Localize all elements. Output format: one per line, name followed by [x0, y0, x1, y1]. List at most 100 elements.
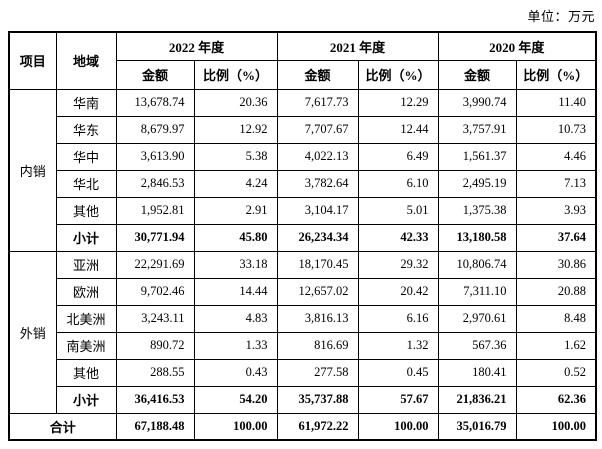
amount-cell: 22,291.69	[115, 250, 195, 279]
ratio-cell: 4.24	[193, 169, 278, 198]
header-amount-2022: 金额	[115, 59, 195, 90]
amount-cell: 9,702.46	[115, 277, 195, 306]
table-row: 南美洲 890.72 1.33 816.69 1.32 567.36 1.62	[9, 331, 597, 360]
amount-cell: 2,846.53	[115, 169, 195, 198]
amount-cell: 12,657.02	[276, 277, 359, 306]
amount-cell: 8,679.97	[115, 115, 195, 144]
amount-cell: 30,771.94	[115, 223, 195, 252]
amount-cell: 816.69	[276, 331, 359, 360]
header-amount-2021: 金额	[276, 59, 359, 90]
ratio-cell: 100.00	[357, 412, 439, 441]
table-row: 其他 288.55 0.43 277.58 0.45 180.41 0.52	[9, 358, 597, 387]
region-cell: 华东	[55, 115, 117, 144]
amount-cell: 1,952.81	[115, 196, 195, 225]
table-row: 欧洲 9,702.46 14.44 12,657.02 20.42 7,311.…	[9, 277, 597, 306]
amount-cell: 1,561.37	[437, 142, 517, 171]
amount-cell: 1,375.38	[437, 196, 517, 225]
region-cell: 北美洲	[55, 304, 117, 333]
ratio-cell: 14.44	[193, 277, 278, 306]
ratio-cell: 57.67	[357, 385, 439, 414]
ratio-cell: 100.00	[193, 412, 278, 441]
region-cell: 其他	[55, 196, 117, 225]
amount-cell: 890.72	[115, 331, 195, 360]
ratio-cell: 12.44	[357, 115, 439, 144]
ratio-cell: 37.64	[515, 223, 597, 252]
unit-label: 单位：万元	[527, 9, 595, 24]
ratio-cell: 5.38	[193, 142, 278, 171]
table-row: 内销 华南 13,678.74 20.36 7,617.73 12.29 3,9…	[8, 88, 597, 252]
total-row: 合计 67,188.48 100.00 61,972.22 100.00 35,…	[8, 412, 597, 441]
amount-cell: 7,311.10	[437, 277, 517, 306]
subtotal-label: 小计	[55, 223, 117, 252]
header-year-2021: 2021 年度	[276, 31, 439, 61]
header-ratio-2021: 比例（%）	[357, 59, 439, 90]
ratio-cell: 8.48	[515, 304, 597, 333]
amount-cell: 21,836.21	[437, 385, 517, 414]
ratio-cell: 6.49	[357, 142, 439, 171]
header-amount-2020: 金额	[437, 59, 517, 90]
amount-cell: 180.41	[437, 358, 517, 387]
amount-cell: 67,188.48	[115, 412, 195, 441]
section-label-domestic: 内销	[8, 88, 57, 252]
ratio-cell: 54.20	[193, 385, 278, 414]
subtotal-row-export: 小计 36,416.53 54.20 35,737.88 57.67 21,83…	[9, 385, 597, 414]
ratio-cell: 33.18	[193, 250, 278, 279]
header-item: 项目	[8, 31, 57, 90]
ratio-cell: 0.43	[193, 358, 278, 387]
amount-cell: 13,180.58	[437, 223, 517, 252]
amount-cell: 3,990.74	[437, 88, 517, 117]
header-year-2022: 2022 年度	[115, 31, 278, 61]
region-cell: 欧洲	[55, 277, 117, 306]
amount-cell: 3,782.64	[276, 169, 359, 198]
region-cell: 华中	[55, 142, 117, 171]
amount-cell: 61,972.22	[276, 412, 359, 441]
amount-cell: 3,613.90	[115, 142, 195, 171]
revenue-by-region-table: 项目 地域 2022 年度 2021 年度 2020 年度 金额 比例（%） 金…	[8, 31, 598, 441]
ratio-cell: 1.33	[193, 331, 278, 360]
amount-cell: 288.55	[115, 358, 195, 387]
ratio-cell: 62.36	[515, 385, 597, 414]
ratio-cell: 1.32	[357, 331, 439, 360]
ratio-cell: 10.73	[515, 115, 597, 144]
ratio-cell: 29.32	[357, 250, 439, 279]
amount-cell: 35,737.88	[276, 385, 359, 414]
amount-cell: 3,816.13	[276, 304, 359, 333]
ratio-cell: 100.00	[515, 412, 597, 441]
ratio-cell: 12.29	[357, 88, 439, 117]
ratio-cell: 0.45	[357, 358, 439, 387]
header-row-years: 项目 地域 2022 年度 2021 年度 2020 年度	[8, 31, 597, 90]
amount-cell: 567.36	[437, 331, 517, 360]
ratio-cell: 20.36	[193, 88, 278, 117]
region-cell: 其他	[55, 358, 117, 387]
header-ratio-2022: 比例（%）	[193, 59, 278, 90]
ratio-cell: 20.42	[357, 277, 439, 306]
region-cell: 亚洲	[55, 250, 117, 279]
table-row: 华东 8,679.97 12.92 7,707.67 12.44 3,757.9…	[9, 115, 597, 144]
amount-cell: 18,170.45	[276, 250, 359, 279]
ratio-cell: 4.83	[193, 304, 278, 333]
ratio-cell: 45.80	[193, 223, 278, 252]
ratio-cell: 6.16	[357, 304, 439, 333]
ratio-cell: 3.93	[515, 196, 597, 225]
table-row: 外销 亚洲 22,291.69 33.18 18,170.45 29.32 10…	[8, 250, 597, 414]
amount-cell: 3,104.17	[276, 196, 359, 225]
amount-cell: 35,016.79	[437, 412, 517, 441]
header-row-subcolumns: 金额 比例（%） 金额 比例（%） 金额 比例（%）	[9, 59, 597, 90]
ratio-cell: 42.33	[357, 223, 439, 252]
subtotal-row-domestic: 小计 30,771.94 45.80 26,234.34 42.33 13,18…	[9, 223, 597, 252]
ratio-cell: 4.46	[515, 142, 597, 171]
amount-cell: 4,022.13	[276, 142, 359, 171]
table-row: 其他 1,952.81 2.91 3,104.17 5.01 1,375.38 …	[9, 196, 597, 225]
ratio-cell: 2.91	[193, 196, 278, 225]
total-label: 合计	[8, 412, 117, 441]
amount-cell: 7,617.73	[276, 88, 359, 117]
amount-cell: 277.58	[276, 358, 359, 387]
section-label-export: 外销	[8, 250, 57, 414]
ratio-cell: 0.52	[515, 358, 597, 387]
ratio-cell: 30.86	[515, 250, 597, 279]
table-row: 北美洲 3,243.11 4.83 3,816.13 6.16 2,970.61…	[9, 304, 597, 333]
ratio-cell: 6.10	[357, 169, 439, 198]
ratio-cell: 20.88	[515, 277, 597, 306]
ratio-cell: 1.62	[515, 331, 597, 360]
